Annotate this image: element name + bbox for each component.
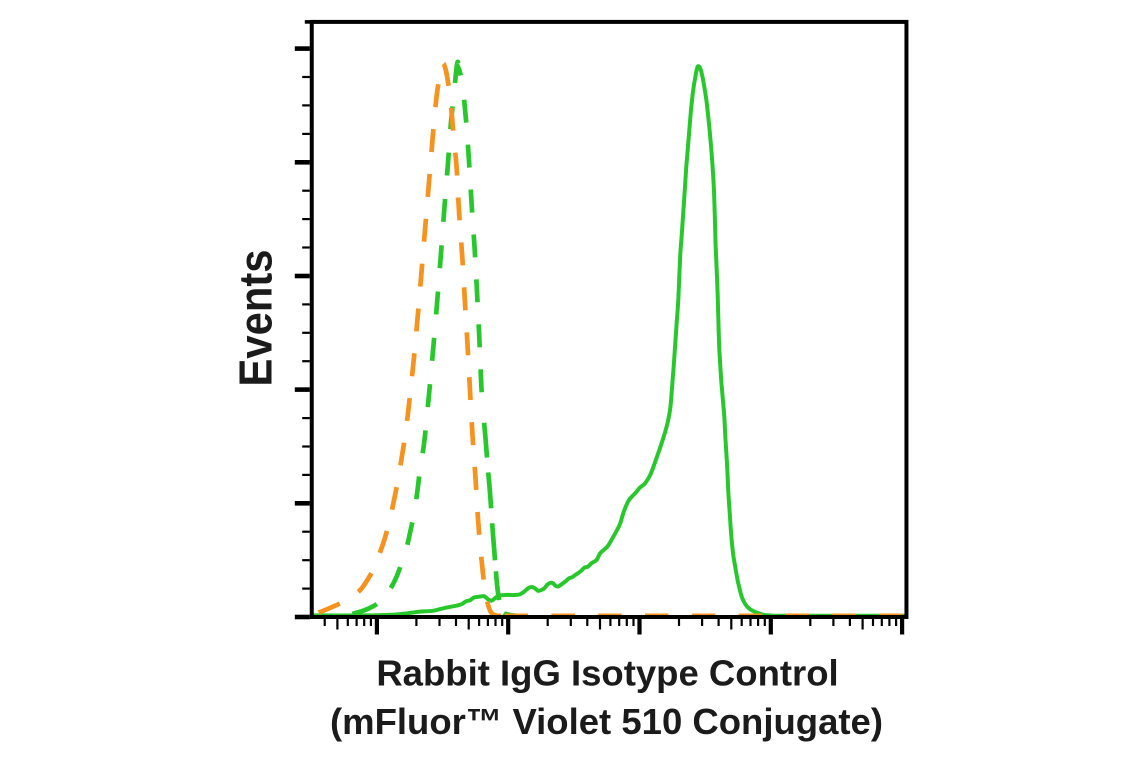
svg-text:(mFluor™ Violet 510 Conjugate): (mFluor™ Violet 510 Conjugate) — [330, 701, 883, 742]
svg-text:Rabbit IgG Isotype Control: Rabbit IgG Isotype Control — [376, 653, 838, 694]
svg-text:Events: Events — [230, 250, 282, 387]
